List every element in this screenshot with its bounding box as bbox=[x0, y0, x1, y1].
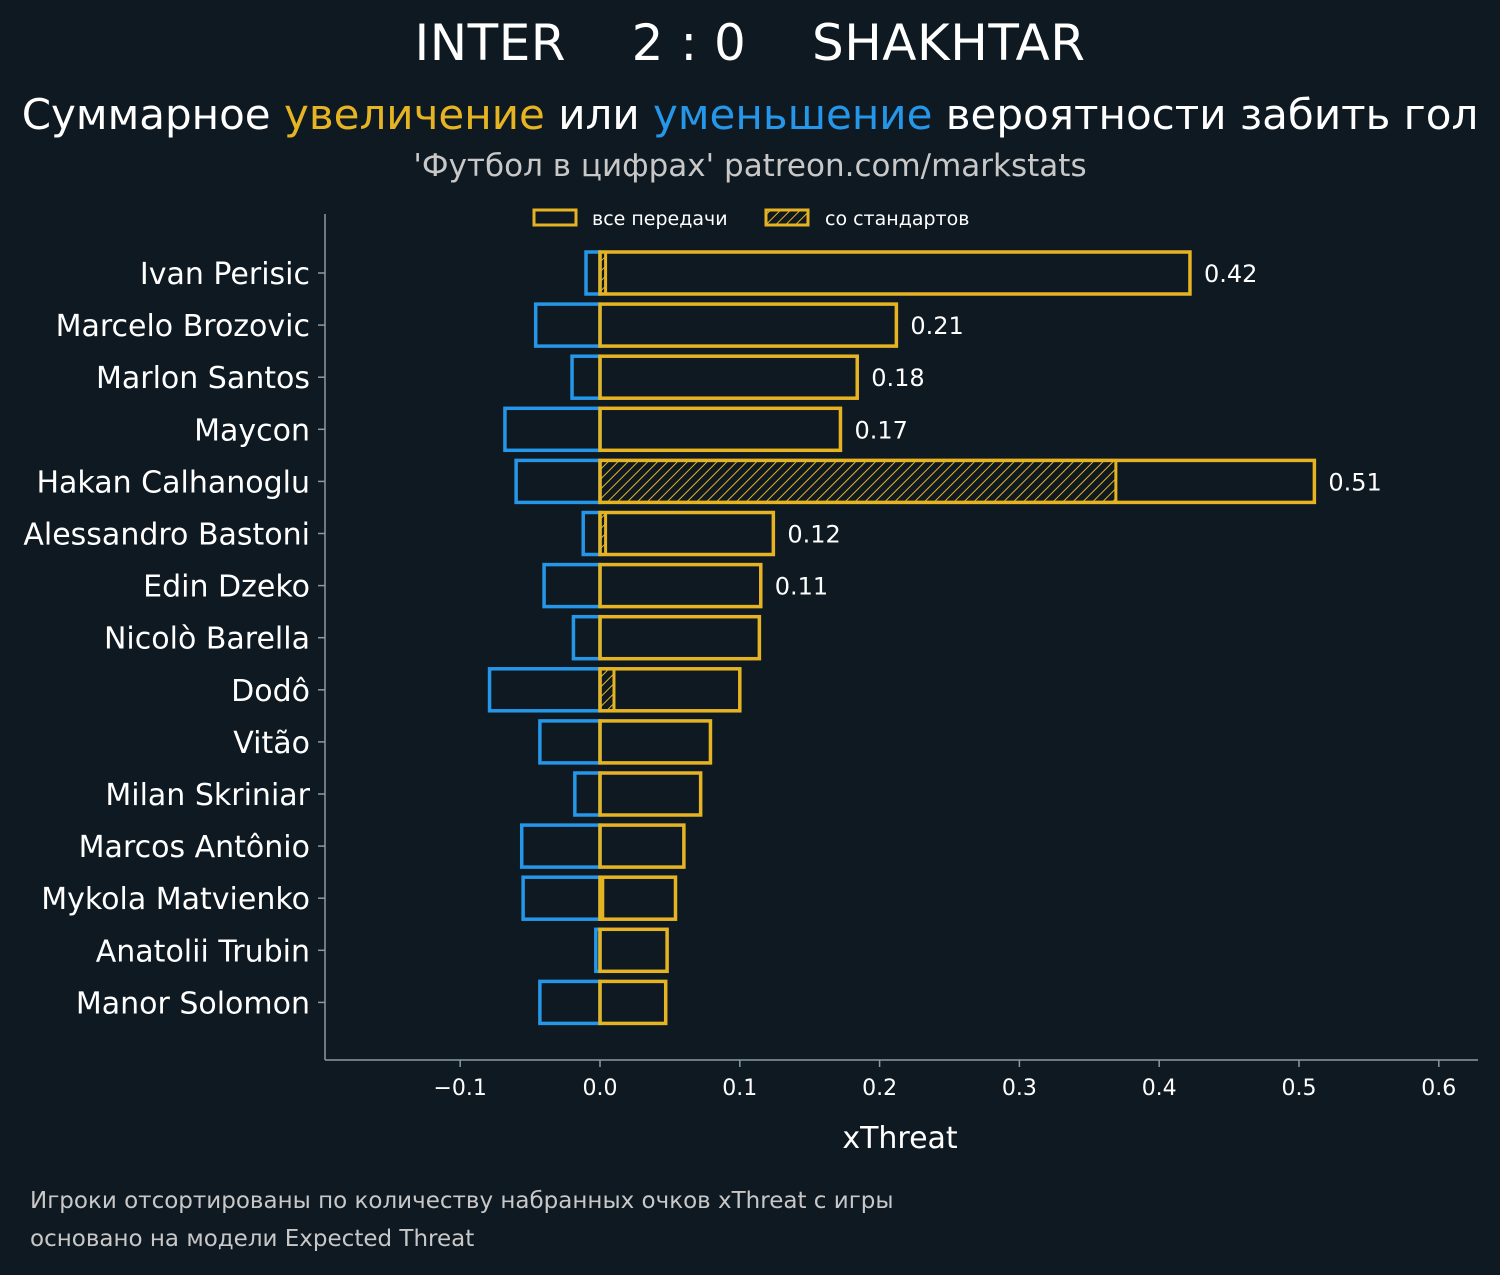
bar-decrease bbox=[487, 667, 602, 713]
chart-title: INTER 2 : 0 SHAKHTAR bbox=[0, 14, 1500, 72]
subtitle-pre: Суммарное bbox=[21, 90, 284, 139]
player-label: Mykola Matvienko bbox=[41, 882, 310, 917]
bar-value-label: 0.51 bbox=[1328, 468, 1381, 496]
player-label: Marlon Santos bbox=[96, 361, 310, 396]
source-credit: 'Футбол в цифрах' patreon.com/markstats bbox=[413, 148, 1087, 184]
bar-increase bbox=[598, 406, 843, 453]
subtitle-increase: увеличение bbox=[284, 90, 545, 139]
player-label: Ivan Perisic bbox=[140, 257, 310, 292]
chart-subtitle: Суммарное увеличение или уменьшение веро… bbox=[0, 90, 1500, 139]
bar-increase bbox=[598, 614, 762, 661]
x-tick-label: 0.4 bbox=[1142, 1076, 1177, 1101]
bar-decrease bbox=[573, 771, 602, 817]
legend-label-all-passes: все передачи bbox=[592, 208, 728, 230]
x-axis-label: xThreat bbox=[842, 1121, 958, 1156]
player-label: Marcelo Brozovic bbox=[56, 309, 310, 344]
bar-decrease bbox=[581, 510, 602, 557]
legend: все передачи со стандартов bbox=[532, 208, 969, 230]
footnote-model: основано на модели Expected Threat bbox=[30, 1226, 475, 1252]
subtitle-decrease: уменьшение bbox=[652, 90, 933, 139]
bar-decrease bbox=[542, 562, 602, 609]
x-tick-label: 0.2 bbox=[862, 1076, 897, 1101]
player-label: Milan Skriniar bbox=[105, 778, 310, 813]
bar-increase bbox=[598, 458, 1317, 505]
bar-value-label: 0.21 bbox=[910, 312, 963, 340]
player-label: Edin Dzeko bbox=[143, 570, 310, 605]
bar-decrease bbox=[570, 354, 602, 400]
bar-decrease bbox=[521, 875, 602, 921]
plot-area: −0.1 0.0 0.1 0.2 0.3 0.4 0.5 0.6 Ivan Perisic 0.4… bbox=[23, 214, 1478, 1101]
x-tick-label: 0.0 bbox=[583, 1076, 618, 1101]
bar-value-label: 0.42 bbox=[1204, 260, 1257, 288]
player-label: Nicolò Barella bbox=[104, 622, 310, 657]
player-label: Alessandro Bastoni bbox=[23, 518, 310, 553]
x-tick-label: 0.1 bbox=[722, 1076, 757, 1101]
bar-increase bbox=[598, 927, 669, 974]
bar-increase bbox=[598, 562, 763, 609]
bar-increase bbox=[598, 979, 668, 1026]
bar-increase bbox=[598, 823, 686, 869]
bar-decrease bbox=[503, 406, 602, 453]
bar-decrease bbox=[533, 302, 602, 348]
bar-value-label: 0.11 bbox=[775, 573, 828, 601]
bar-value-label: 0.17 bbox=[854, 416, 907, 444]
player-label: Manor Solomon bbox=[76, 986, 310, 1021]
subtitle-post: вероятности забить гол bbox=[932, 90, 1479, 139]
player-label: Marcos Antônio bbox=[79, 830, 310, 865]
bar-decrease bbox=[538, 979, 602, 1026]
bar-increase bbox=[598, 719, 713, 765]
x-tick-label: −0.1 bbox=[433, 1076, 486, 1101]
bar-decrease bbox=[538, 719, 602, 765]
bar-set-pieces bbox=[598, 458, 1118, 504]
x-tick-label: 0.3 bbox=[1002, 1076, 1037, 1101]
bar-decrease bbox=[571, 614, 602, 661]
bar-value-label: 0.12 bbox=[787, 521, 840, 549]
bar-decrease bbox=[584, 250, 602, 296]
legend-swatch-set-pieces bbox=[764, 208, 810, 227]
team-away: SHAKHTAR bbox=[811, 14, 1086, 72]
x-tick-label: 0.6 bbox=[1421, 1076, 1456, 1101]
bar-set-pieces bbox=[598, 667, 616, 713]
x-tick-label: 0.5 bbox=[1282, 1076, 1317, 1101]
subtitle-mid: или bbox=[544, 90, 653, 139]
legend-swatch-all-passes bbox=[532, 208, 578, 227]
player-label: Dodô bbox=[231, 674, 310, 709]
match-score: 2 : 0 bbox=[631, 14, 747, 72]
player-label: Anatolii Trubin bbox=[96, 934, 310, 969]
footnote-sorting: Игроки отсортированы по количеству набра… bbox=[30, 1188, 894, 1214]
bar-increase bbox=[598, 354, 859, 400]
bar-value-label: 0.18 bbox=[871, 364, 924, 392]
bar-increase bbox=[598, 875, 678, 921]
bar-decrease bbox=[514, 458, 602, 505]
bar-increase bbox=[598, 302, 899, 348]
bar-increase bbox=[598, 510, 776, 557]
legend-label-set-pieces: со стандартов bbox=[825, 208, 969, 230]
team-home: INTER bbox=[414, 14, 567, 72]
bar-decrease bbox=[519, 823, 602, 869]
bar-increase bbox=[598, 771, 703, 817]
player-label: Maycon bbox=[194, 413, 310, 448]
bar-increase bbox=[598, 250, 1192, 296]
bar-increase bbox=[598, 667, 742, 713]
player-label: Vitão bbox=[233, 726, 310, 761]
player-label: Hakan Calhanoglu bbox=[36, 465, 310, 500]
